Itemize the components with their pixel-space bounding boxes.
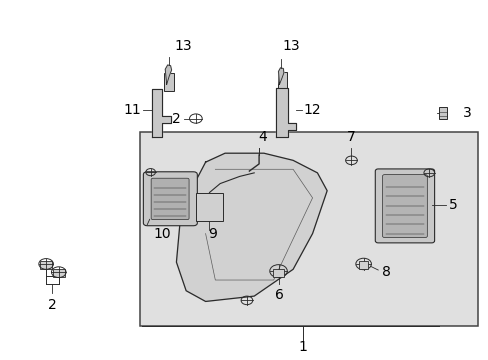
Bar [196,193,222,221]
Polygon shape [165,65,171,84]
Text: 3: 3 [462,106,471,120]
Text: 13: 13 [282,39,299,53]
Text: 12: 12 [303,103,321,117]
Bar [358,261,368,269]
Bar [40,261,52,269]
Bar [272,269,284,277]
Text: 6: 6 [275,288,284,302]
Text: 10: 10 [153,226,170,240]
FancyBboxPatch shape [374,169,434,243]
Bar [53,269,64,277]
Text: 11: 11 [123,103,141,117]
FancyBboxPatch shape [143,172,197,226]
Text: 1: 1 [298,340,306,354]
Text: 2: 2 [171,112,180,126]
Text: 4: 4 [258,130,267,144]
Text: 8: 8 [381,265,390,279]
FancyBboxPatch shape [382,175,427,238]
Polygon shape [176,153,326,301]
Bar [277,72,287,88]
Text: 7: 7 [346,130,355,144]
Bar [163,73,174,91]
Polygon shape [276,88,295,137]
Bar [140,132,477,327]
Bar [438,107,446,118]
FancyBboxPatch shape [151,178,189,220]
Text: 2: 2 [48,298,57,312]
Text: 9: 9 [208,227,217,241]
Text: 5: 5 [448,198,457,212]
Polygon shape [278,68,284,84]
Polygon shape [152,89,170,137]
Text: 13: 13 [175,39,192,53]
